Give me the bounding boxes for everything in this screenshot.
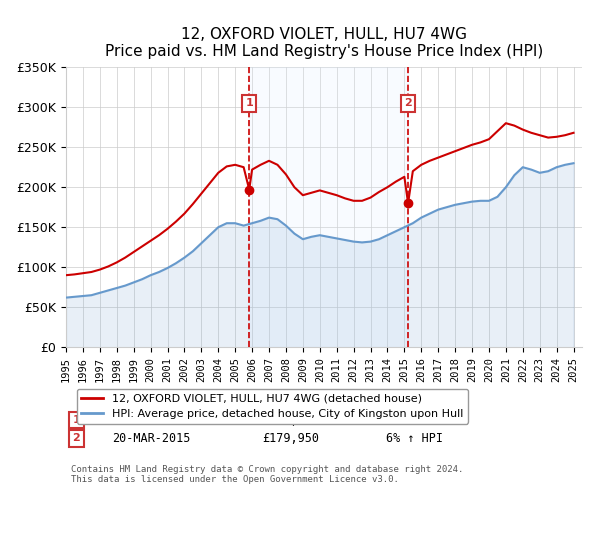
Text: £179,950: £179,950 <box>262 432 319 445</box>
Text: 1: 1 <box>245 98 253 108</box>
Text: 1: 1 <box>73 415 80 425</box>
Text: 2: 2 <box>73 433 80 443</box>
Text: 6% ↑ HPI: 6% ↑ HPI <box>386 432 443 445</box>
Text: 38% ↑ HPI: 38% ↑ HPI <box>386 413 450 427</box>
Text: 2: 2 <box>404 98 412 108</box>
Bar <box>249 67 408 347</box>
Text: Contains HM Land Registry data © Crown copyright and database right 2024.
This d: Contains HM Land Registry data © Crown c… <box>71 465 464 484</box>
Title: 12, OXFORD VIOLET, HULL, HU7 4WG
Price paid vs. HM Land Registry's House Price I: 12, OXFORD VIOLET, HULL, HU7 4WG Price p… <box>105 27 543 59</box>
Text: 20-MAR-2015: 20-MAR-2015 <box>112 432 191 445</box>
Legend: 12, OXFORD VIOLET, HULL, HU7 4WG (detached house), HPI: Average price, detached : 12, OXFORD VIOLET, HULL, HU7 4WG (detach… <box>77 389 468 423</box>
Text: £196,995: £196,995 <box>262 413 319 427</box>
Text: 28-OCT-2005: 28-OCT-2005 <box>112 413 191 427</box>
